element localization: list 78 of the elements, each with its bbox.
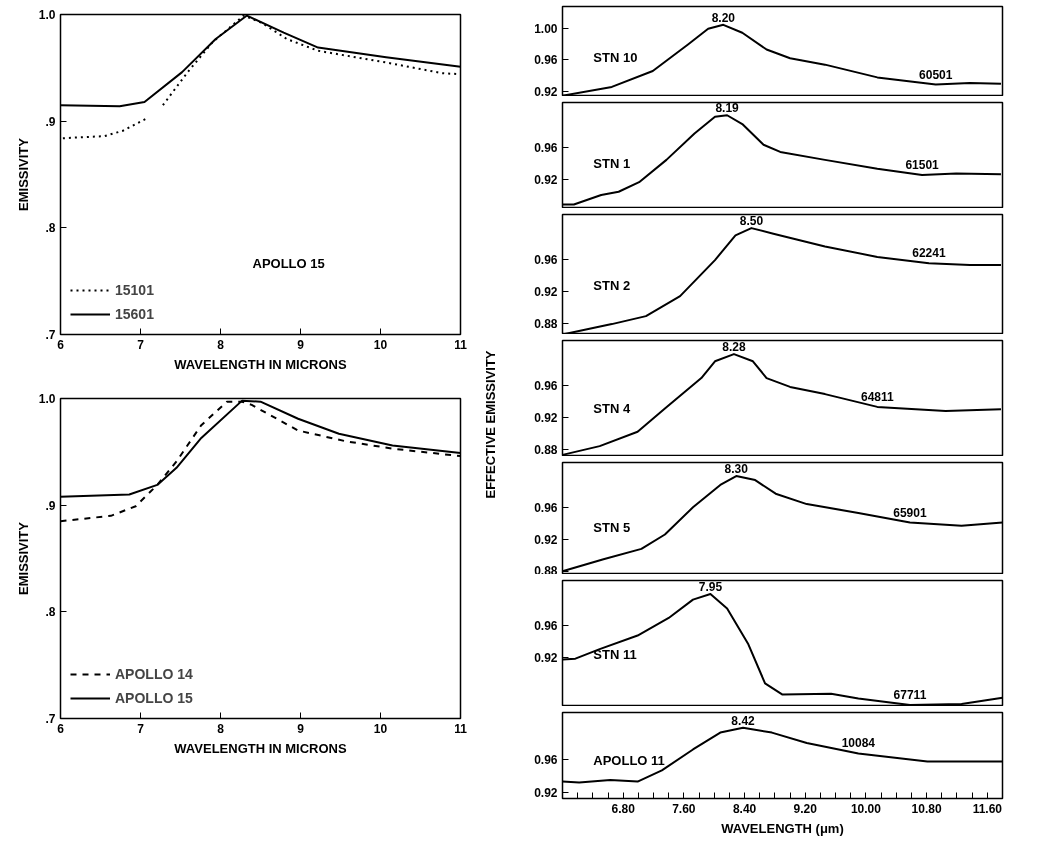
x-tick-label: 8 bbox=[217, 337, 225, 352]
legend-label: 15101 bbox=[115, 282, 154, 298]
y-tick-label: 1.0 bbox=[38, 392, 56, 406]
y-axis-title: EFFECTIVE EMISSIVITY bbox=[483, 350, 498, 499]
annotation: STN 5 bbox=[593, 520, 631, 536]
x-tick-label: 11 bbox=[454, 337, 468, 352]
y-axis-title: EMISSIVITY bbox=[15, 521, 31, 595]
x-tick-label: 11.60 bbox=[972, 801, 1003, 816]
y-tick-label: 0.96 bbox=[534, 252, 558, 267]
series-label: 64811 bbox=[860, 389, 895, 404]
annotation: 8.50 bbox=[739, 214, 764, 229]
x-tick-label: 7.60 bbox=[672, 801, 696, 816]
annotation: 7.95 bbox=[698, 580, 723, 595]
annotation: STN 1 bbox=[593, 156, 631, 172]
y-tick-label: 0.92 bbox=[534, 85, 558, 100]
x-tick-label: 10 bbox=[373, 721, 388, 736]
y-tick-label: 0.92 bbox=[534, 650, 558, 665]
y-tick-label: 0.96 bbox=[534, 618, 558, 633]
annotation: 8.30 bbox=[724, 462, 749, 477]
y-tick-label: 0.96 bbox=[534, 53, 558, 68]
y-tick-label: 0.96 bbox=[534, 378, 558, 393]
y-tick-label: 0.92 bbox=[534, 172, 558, 187]
y-tick-label: .8 bbox=[45, 605, 56, 620]
legend-label: 15601 bbox=[115, 306, 154, 322]
annotation: 8.19 bbox=[715, 101, 740, 116]
x-tick-label: 6 bbox=[57, 721, 65, 736]
x-tick-label: 6 bbox=[57, 337, 65, 352]
annotation: APOLLO 15 bbox=[252, 255, 325, 271]
annotation: 8.42 bbox=[731, 713, 756, 728]
x-axis-title: WAVELENGTH (μm) bbox=[721, 820, 844, 836]
annotation: STN 2 bbox=[593, 277, 631, 293]
annotation: STN 11 bbox=[593, 647, 637, 663]
y-tick-label: 0.92 bbox=[534, 284, 558, 299]
y-tick-label: 0.92 bbox=[534, 532, 558, 547]
x-tick-label: 7 bbox=[137, 721, 145, 736]
y-tick-label: 0.88 bbox=[534, 442, 558, 457]
y-tick-label: .8 bbox=[45, 221, 56, 236]
y-tick-label: 0.96 bbox=[534, 500, 558, 515]
y-tick-label: 0.88 bbox=[534, 563, 558, 578]
annotation: 8.28 bbox=[722, 340, 746, 355]
annotation: APOLLO 11 bbox=[593, 753, 665, 769]
series-label: 65901 bbox=[893, 505, 927, 520]
y-tick-label: .7 bbox=[45, 712, 56, 726]
series-label: 61501 bbox=[905, 158, 940, 173]
y-tick-label: 0.92 bbox=[534, 785, 558, 800]
x-tick-label: 10.00 bbox=[850, 801, 882, 816]
x-tick-label: 9 bbox=[297, 337, 305, 352]
annotation: STN 4 bbox=[593, 400, 631, 416]
series-label: 62241 bbox=[912, 246, 946, 261]
x-tick-label: 11 bbox=[454, 721, 468, 736]
x-axis-title: WAVELENGTH IN MICRONS bbox=[174, 356, 348, 372]
x-tick-label: 10 bbox=[373, 337, 388, 352]
x-axis-title: WAVELENGTH IN MICRONS bbox=[174, 740, 348, 756]
y-tick-label: .9 bbox=[45, 114, 56, 129]
y-tick-label: .9 bbox=[45, 498, 56, 513]
y-tick-label: 0.96 bbox=[534, 753, 558, 768]
series-label: 10084 bbox=[841, 736, 876, 751]
line-series bbox=[562, 726, 1003, 784]
y-tick-label: 0.88 bbox=[534, 316, 558, 331]
x-tick-label: 7 bbox=[137, 337, 145, 352]
legend-label: APOLLO 15 bbox=[115, 690, 193, 706]
x-tick-label: 10.80 bbox=[911, 801, 942, 816]
x-tick-label: 8.40 bbox=[732, 801, 757, 816]
annotation: STN 10 bbox=[593, 50, 638, 65]
y-tick-label: 0.92 bbox=[534, 410, 558, 425]
x-tick-label: 6.80 bbox=[611, 801, 636, 816]
legend-label: APOLLO 14 bbox=[115, 666, 193, 682]
x-tick-label: 9.20 bbox=[793, 801, 818, 816]
y-tick-label: .7 bbox=[45, 328, 56, 342]
y-tick-label: 0.96 bbox=[534, 140, 558, 155]
series-label: 67711 bbox=[893, 687, 927, 702]
y-axis-title: EMISSIVITY bbox=[15, 137, 31, 211]
series-label: 60501 bbox=[919, 67, 953, 82]
x-tick-label: 9 bbox=[297, 721, 305, 736]
y-tick-label: 1.0 bbox=[38, 8, 56, 22]
x-tick-label: 8 bbox=[217, 721, 225, 736]
y-tick-label: 1.00 bbox=[534, 21, 558, 36]
annotation: 8.20 bbox=[711, 10, 736, 25]
